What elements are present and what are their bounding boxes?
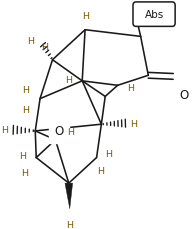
Text: H: H bbox=[22, 86, 29, 95]
Polygon shape bbox=[65, 183, 73, 209]
Text: H: H bbox=[128, 84, 135, 93]
Text: H: H bbox=[130, 119, 137, 128]
Text: H: H bbox=[1, 126, 8, 135]
FancyBboxPatch shape bbox=[133, 3, 175, 27]
Text: H: H bbox=[67, 128, 74, 137]
Text: H: H bbox=[82, 12, 90, 21]
Text: H: H bbox=[19, 151, 26, 160]
Text: H: H bbox=[97, 167, 104, 176]
Text: Abs: Abs bbox=[144, 10, 164, 20]
Text: H: H bbox=[21, 168, 28, 177]
Text: H: H bbox=[66, 220, 73, 229]
Text: H: H bbox=[22, 106, 29, 115]
Text: H: H bbox=[41, 43, 48, 52]
Text: H: H bbox=[105, 149, 113, 158]
Text: O: O bbox=[179, 88, 188, 101]
Text: H: H bbox=[65, 76, 72, 85]
Text: H: H bbox=[27, 37, 34, 46]
Text: O: O bbox=[55, 125, 64, 138]
